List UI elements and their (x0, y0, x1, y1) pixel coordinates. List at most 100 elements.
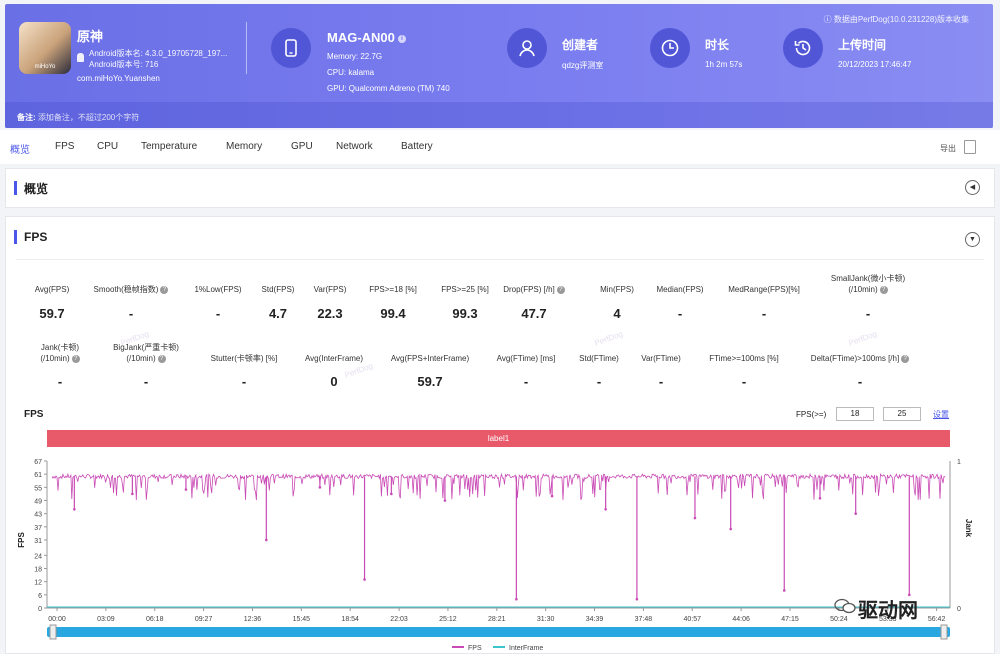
metric-value: 59.7 (39, 306, 65, 321)
x-tick-label: 03:09 (97, 616, 115, 623)
info-icon: ⓘ (823, 15, 834, 24)
fps-dip-point (390, 492, 393, 496)
metric-label: Var(FTime) (641, 354, 681, 363)
device-gpu: GPU: Qualcomm Adreno (TM) 740 (327, 84, 450, 93)
help-icon[interactable]: ? (160, 285, 169, 294)
tab-network[interactable]: Network (336, 141, 373, 152)
export-button[interactable]: 导出 (940, 144, 956, 153)
upload-value: 20/12/2023 17:46:47 (838, 60, 912, 69)
collapse-icon[interactable]: ◀ (965, 180, 980, 195)
fps-threshold-input-2[interactable]: 25 (883, 407, 921, 421)
fps-dip-point (515, 597, 518, 601)
note-field[interactable]: 备注: 添加备注，不超过200个字符 (17, 113, 140, 122)
duration-value: 1h 2m 57s (705, 60, 743, 69)
metric-label: Jank(卡顿) (/10min)? (40, 343, 80, 363)
metric-label: Smooth(稳帧指数)? (61, 284, 201, 295)
fps-dip-point (635, 597, 639, 601)
upload-title: 上传时间 (838, 38, 887, 52)
x-tick-label: 44:06 (732, 616, 750, 623)
help-icon[interactable]: ? (71, 354, 80, 363)
settings-link[interactable]: 设置 (933, 410, 949, 419)
metric-value: - (596, 374, 602, 389)
x-tick-label: 15:45 (293, 616, 311, 623)
y2-tick-label: 0 (957, 606, 961, 613)
tab-overview[interactable]: 概览 (10, 145, 30, 156)
range-handle-right[interactable] (940, 624, 948, 640)
y-tick-label: 43 (34, 512, 42, 519)
creator-title: 创建者 (562, 38, 599, 52)
fps-dip-point (131, 492, 134, 496)
x-tick-label: 00:00 (48, 616, 66, 623)
clock-icon (650, 28, 690, 68)
metric-value: - (128, 306, 134, 321)
wechat-icon (834, 598, 856, 614)
help-icon[interactable]: ? (879, 285, 888, 294)
tab-memory[interactable]: Memory (226, 141, 263, 152)
fps-threshold-input-1[interactable]: 18 (836, 407, 874, 421)
metric-value: - (143, 374, 149, 389)
metric-value: - (741, 374, 747, 389)
range-slider (47, 627, 950, 637)
x-tick-label: 56:42 (928, 616, 946, 623)
y-axis-label: FPS (17, 532, 26, 548)
range-handle-left[interactable] (49, 624, 57, 640)
y-tick-label: 12 (34, 580, 42, 587)
metric-label: Avg(FTime) [ms] (496, 354, 556, 363)
metric-label: Median(FPS) (656, 285, 704, 294)
metric-value: 0 (330, 374, 338, 389)
help-icon[interactable]: ? (157, 354, 166, 363)
tab-bar (0, 130, 1000, 164)
android-icon (77, 53, 84, 62)
tab-temperature[interactable]: Temperature (141, 141, 198, 152)
metric-label: Avg(InterFrame) (304, 354, 364, 363)
x-tick-label: 40:57 (684, 616, 702, 623)
divider (246, 22, 247, 74)
info-icon[interactable]: i (397, 34, 406, 43)
section-marker (14, 181, 17, 195)
label-bar[interactable]: label1 (47, 430, 950, 447)
fps-dip-point (818, 496, 822, 500)
metric-label: FTime>=100ms [%] (709, 354, 779, 363)
metric-value: 4 (613, 306, 621, 321)
app-name: 原神 (77, 29, 104, 44)
x-tick-label: 22:03 (390, 616, 408, 623)
fps-dip-point (265, 538, 268, 542)
y-tick-label: 31 (34, 538, 42, 545)
brand-watermark: 驱动网 (858, 600, 918, 622)
x-tick-label: 09:27 (195, 616, 213, 623)
tab-cpu[interactable]: CPU (97, 141, 119, 152)
x-tick-label: 37:48 (635, 616, 653, 623)
metric-value: - (57, 374, 63, 389)
tab-gpu[interactable]: GPU (291, 141, 313, 152)
y-tick-label: 24 (34, 553, 42, 560)
metric-value: 4.7 (268, 306, 288, 321)
fps-dip-point (184, 488, 188, 491)
fps-dip-point (363, 578, 366, 581)
metric-value: 47.7 (521, 306, 547, 321)
export-icon[interactable] (964, 140, 976, 154)
android-version-code: Android版本号: 716 (89, 60, 159, 69)
metric-value: - (761, 306, 767, 321)
y-tick-label: 67 (34, 459, 42, 466)
user-icon (507, 28, 547, 68)
metric-value: - (523, 374, 529, 389)
metric-label: Avg(FPS+InterFrame) (390, 354, 470, 363)
fps-line (51, 472, 946, 501)
fps-dip-point (782, 589, 786, 592)
device-name: MAG-AN00 i (327, 30, 406, 45)
fps-dip-point (907, 593, 911, 597)
tab-battery[interactable]: Battery (401, 141, 433, 152)
device-memory: Memory: 22.7G (327, 52, 383, 61)
help-icon[interactable]: ? (901, 354, 910, 363)
metric-label: Std(FTime) (579, 354, 619, 363)
chart-title: FPS (24, 409, 44, 420)
help-icon[interactable]: ? (556, 285, 565, 294)
tab-fps[interactable]: FPS (55, 141, 75, 152)
metric-label: BigJank(严重卡顿) (/10min)? (113, 343, 179, 363)
collector-notice: ⓘ 数据由PerfDog(10.0.231228)版本收集 (823, 15, 969, 24)
fps-dip-point (854, 512, 857, 515)
expand-icon[interactable]: ▼ (965, 232, 980, 247)
history-icon (783, 28, 823, 68)
x-tick-label: 50:24 (830, 616, 848, 623)
note-bar (5, 102, 993, 128)
